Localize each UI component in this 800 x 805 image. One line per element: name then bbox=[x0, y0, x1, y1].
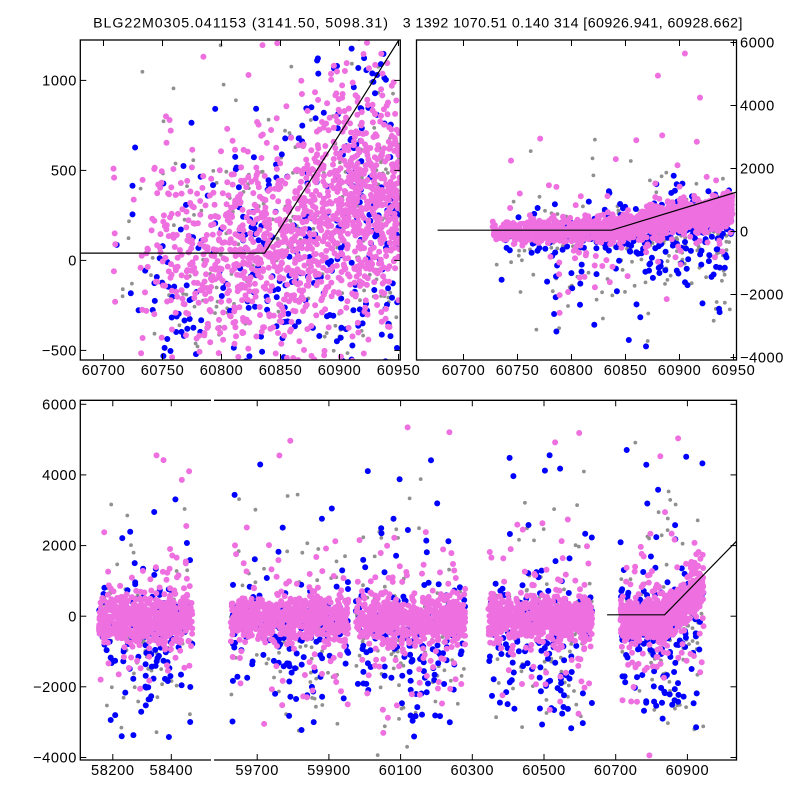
svg-text:59900: 59900 bbox=[307, 763, 351, 779]
svg-text:−2000: −2000 bbox=[740, 288, 784, 304]
svg-text:−4000: −4000 bbox=[33, 751, 77, 767]
svg-text:60900: 60900 bbox=[658, 363, 702, 379]
svg-text:60800: 60800 bbox=[200, 363, 244, 379]
svg-text:58400: 58400 bbox=[150, 763, 194, 779]
svg-text:58200: 58200 bbox=[91, 763, 135, 779]
svg-text:0: 0 bbox=[68, 609, 77, 625]
svg-text:60100: 60100 bbox=[379, 763, 423, 779]
svg-text:6000: 6000 bbox=[42, 397, 77, 413]
svg-text:500: 500 bbox=[51, 164, 77, 180]
svg-text:60800: 60800 bbox=[550, 363, 594, 379]
svg-text:4000: 4000 bbox=[42, 468, 77, 484]
svg-text:BLG22M0305.041153 (3141.50, 50: BLG22M0305.041153 (3141.50, 5098.31) bbox=[93, 16, 389, 32]
svg-text:2000: 2000 bbox=[740, 162, 775, 178]
svg-text:3 1392 1070.51 0.140 314 [6092: 3 1392 1070.51 0.140 314 [60926.941, 609… bbox=[403, 16, 743, 32]
svg-text:60850: 60850 bbox=[259, 363, 303, 379]
svg-text:60500: 60500 bbox=[522, 763, 566, 779]
svg-text:60950: 60950 bbox=[712, 363, 756, 379]
svg-text:60700: 60700 bbox=[82, 363, 126, 379]
svg-text:0: 0 bbox=[68, 254, 77, 270]
svg-text:60850: 60850 bbox=[604, 363, 648, 379]
svg-text:59700: 59700 bbox=[235, 763, 279, 779]
svg-text:6000: 6000 bbox=[740, 36, 775, 52]
svg-text:60900: 60900 bbox=[666, 763, 710, 779]
svg-text:−2000: −2000 bbox=[33, 680, 77, 696]
svg-text:2000: 2000 bbox=[42, 539, 77, 555]
svg-text:60700: 60700 bbox=[442, 363, 486, 379]
svg-text:60950: 60950 bbox=[377, 363, 421, 379]
svg-text:60750: 60750 bbox=[496, 363, 540, 379]
svg-text:4000: 4000 bbox=[740, 99, 775, 115]
svg-text:−500: −500 bbox=[42, 344, 77, 360]
svg-text:0: 0 bbox=[740, 225, 749, 241]
svg-text:60700: 60700 bbox=[594, 763, 638, 779]
svg-text:60750: 60750 bbox=[141, 363, 185, 379]
svg-text:60300: 60300 bbox=[451, 763, 495, 779]
svg-text:60900: 60900 bbox=[318, 363, 362, 379]
svg-text:1000: 1000 bbox=[42, 74, 77, 90]
svg-text:−4000: −4000 bbox=[740, 351, 784, 367]
